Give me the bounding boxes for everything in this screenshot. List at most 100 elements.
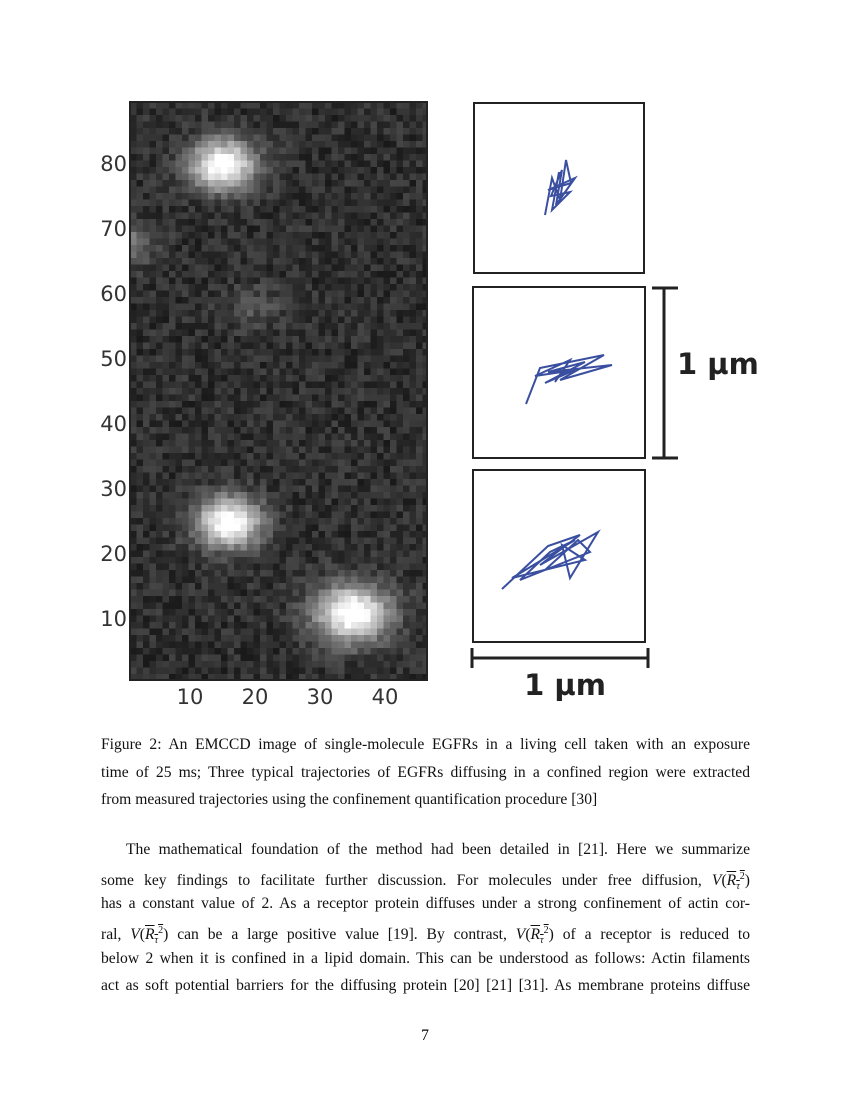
pixel bbox=[351, 368, 358, 376]
pixel bbox=[396, 128, 404, 135]
pixel bbox=[130, 160, 137, 168]
pixel bbox=[273, 108, 280, 116]
pixel bbox=[253, 329, 261, 337]
pixel bbox=[247, 628, 254, 636]
pixel bbox=[396, 336, 404, 343]
pixel bbox=[364, 310, 371, 317]
pixel bbox=[299, 654, 306, 662]
pixel bbox=[273, 160, 280, 168]
pixel bbox=[227, 570, 235, 577]
pixel bbox=[409, 596, 417, 603]
pixel bbox=[357, 251, 365, 259]
pixel bbox=[286, 583, 293, 590]
pixel bbox=[292, 550, 300, 558]
pixel bbox=[214, 531, 222, 538]
pixel bbox=[130, 368, 137, 376]
pixel bbox=[377, 667, 384, 675]
pixel bbox=[227, 635, 235, 642]
pixel bbox=[403, 440, 410, 447]
pixel bbox=[227, 472, 235, 480]
pixel bbox=[364, 225, 371, 233]
pixel bbox=[299, 381, 306, 389]
pixel bbox=[182, 492, 189, 499]
pixel bbox=[357, 115, 365, 122]
pixel bbox=[143, 550, 150, 558]
pixel bbox=[305, 485, 313, 493]
pixel bbox=[292, 388, 300, 395]
pixel bbox=[279, 518, 287, 525]
pixel bbox=[188, 596, 196, 603]
pixel bbox=[351, 271, 358, 278]
pixel bbox=[266, 583, 274, 590]
pixel bbox=[331, 180, 339, 187]
pixel bbox=[136, 498, 144, 506]
pixel bbox=[390, 264, 397, 272]
pixel bbox=[214, 505, 222, 512]
pixel bbox=[377, 206, 384, 213]
pixel bbox=[188, 277, 196, 285]
pixel bbox=[195, 290, 202, 298]
pixel bbox=[338, 518, 345, 525]
pixel bbox=[396, 440, 404, 447]
pixel bbox=[182, 193, 189, 200]
pixel bbox=[162, 667, 170, 675]
pixel bbox=[175, 531, 183, 538]
pixel bbox=[169, 323, 176, 330]
pixel bbox=[403, 147, 410, 155]
pixel bbox=[162, 674, 170, 681]
pixel bbox=[422, 290, 428, 298]
pixel bbox=[383, 141, 391, 148]
pixel bbox=[195, 186, 202, 194]
trajectory bbox=[501, 529, 601, 590]
pixel bbox=[409, 297, 417, 304]
pixel bbox=[286, 121, 293, 129]
pixel bbox=[292, 407, 300, 415]
pixel bbox=[286, 323, 293, 330]
pixel bbox=[286, 596, 293, 603]
pixel bbox=[318, 264, 326, 272]
pixel bbox=[195, 160, 202, 168]
pixel bbox=[409, 440, 417, 447]
pixel bbox=[143, 498, 150, 506]
pixel bbox=[227, 557, 235, 564]
pixel bbox=[188, 141, 196, 148]
pixel bbox=[130, 459, 137, 467]
pixel bbox=[286, 511, 293, 519]
pixel bbox=[390, 108, 397, 116]
pixel bbox=[338, 284, 345, 291]
pixel bbox=[273, 316, 280, 324]
pixel bbox=[175, 277, 183, 285]
pixel bbox=[247, 388, 254, 395]
pixel bbox=[364, 550, 371, 558]
pixel bbox=[182, 628, 189, 636]
pixel bbox=[396, 667, 404, 675]
pixel bbox=[273, 674, 280, 681]
pixel bbox=[344, 121, 352, 129]
pixel bbox=[156, 589, 163, 597]
pixel bbox=[370, 284, 378, 291]
pixel bbox=[156, 284, 163, 291]
pixel bbox=[195, 498, 202, 506]
pixel bbox=[390, 284, 397, 291]
pixel bbox=[273, 453, 280, 460]
pixel bbox=[305, 388, 313, 395]
pixel bbox=[312, 193, 319, 200]
pixel bbox=[240, 544, 248, 551]
pixel bbox=[227, 329, 235, 337]
pixel bbox=[305, 284, 313, 291]
pixel bbox=[247, 589, 254, 597]
pixel bbox=[247, 141, 254, 148]
pixel bbox=[318, 258, 326, 265]
pixel bbox=[247, 323, 254, 330]
pixel bbox=[266, 453, 274, 460]
pixel bbox=[357, 271, 365, 278]
pixel bbox=[377, 329, 384, 337]
pixel bbox=[149, 108, 157, 116]
pixel bbox=[279, 544, 287, 551]
pixel bbox=[136, 628, 144, 636]
pixel bbox=[247, 420, 254, 428]
pixel bbox=[273, 583, 280, 590]
pixel bbox=[286, 518, 293, 525]
pixel bbox=[136, 193, 144, 200]
pixel bbox=[214, 115, 222, 122]
